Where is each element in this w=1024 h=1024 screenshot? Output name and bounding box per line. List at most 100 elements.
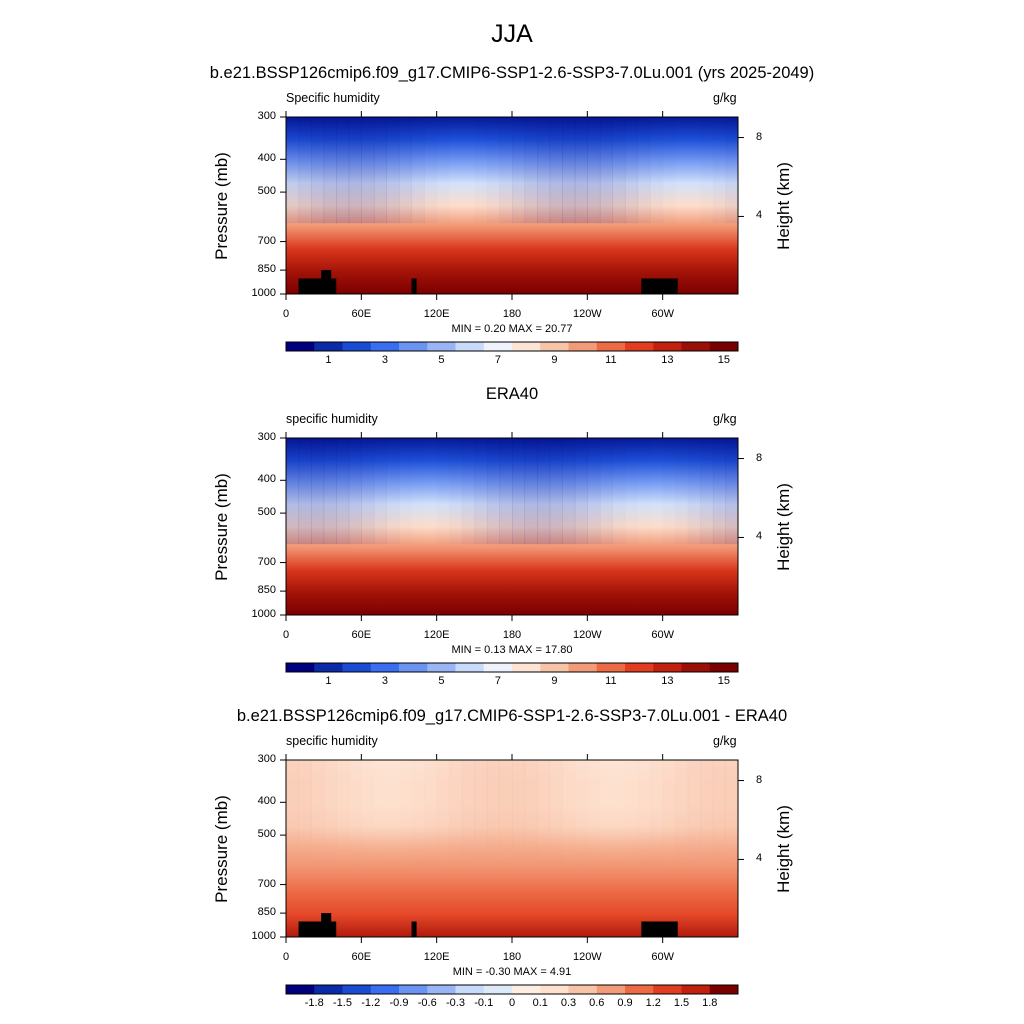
colorbar-swatch (512, 342, 541, 351)
x-tick-label: 120E (423, 308, 450, 320)
colorbar-swatch (342, 985, 372, 994)
field-column (549, 117, 563, 224)
field-column (638, 438, 651, 544)
field-column (336, 438, 350, 545)
min-max-stats: MIN = 0.20 MAX = 20.77 (451, 323, 573, 335)
colorbar-swatch (342, 663, 372, 672)
colorbar-label: 0.1 (532, 997, 548, 1009)
colorbar-label: 1.2 (645, 997, 661, 1009)
field-column (687, 438, 701, 545)
colorbar-label: -0.1 (474, 997, 494, 1009)
colorbar-label: 5 (438, 675, 445, 687)
field-column (537, 117, 551, 224)
colorbar-label: 1 (325, 675, 332, 687)
field-column (637, 117, 651, 224)
colorbar-label: -0.3 (446, 997, 465, 1009)
field-column (725, 760, 739, 867)
colorbar-swatch (568, 342, 598, 351)
colorbar-label: 0.6 (589, 997, 605, 1009)
colorbar-swatch (399, 663, 428, 672)
height-tick-label: 8 (756, 451, 763, 464)
field-column (524, 760, 538, 867)
height-tick-label: 4 (756, 530, 763, 543)
colorbar-label: 3 (381, 675, 388, 687)
x-tick-label: 120E (423, 629, 450, 641)
min-max-stats: MIN = -0.30 MAX = 4.91 (452, 966, 572, 978)
colorbar-swatch (427, 342, 456, 351)
colorbar-swatch (596, 342, 626, 351)
colorbar-swatch (399, 985, 428, 994)
y-tick-label: 500 (257, 506, 276, 519)
field-column (474, 760, 488, 867)
x-tick-label: 180 (502, 308, 522, 320)
field-column (512, 760, 526, 867)
x-tick-label: 60W (651, 951, 674, 963)
colorbar-label: -1.8 (304, 997, 324, 1009)
field-column (336, 760, 350, 867)
field-column (311, 438, 325, 545)
colorbar-label: 13 (661, 354, 674, 366)
units-label: g/kg (713, 91, 737, 105)
field-column (449, 760, 463, 867)
field-column (386, 117, 400, 224)
y-tick-label: 850 (257, 906, 276, 919)
field-column (424, 117, 437, 223)
colorbar-swatch (399, 342, 428, 351)
field-column (311, 117, 325, 224)
colorbar-swatch (455, 342, 485, 351)
field-column (524, 117, 538, 224)
colorbar-swatch (370, 663, 400, 672)
page-title: JJA (491, 20, 533, 48)
field-label: specific humidity (286, 412, 378, 426)
colorbar-label: 1 (325, 354, 332, 366)
colorbar-label: 1.5 (673, 997, 690, 1009)
colorbar-swatch (540, 663, 569, 672)
field-column (487, 117, 500, 223)
x-tick-label: 120W (572, 629, 602, 641)
field-column (436, 760, 450, 867)
field-shading (286, 438, 738, 615)
field-column (486, 438, 500, 545)
x-tick-label: 60E (351, 308, 372, 320)
colorbar-label: -0.6 (417, 997, 437, 1009)
colorbar-label: 7 (494, 354, 501, 366)
field-column (537, 438, 551, 545)
field-column (650, 117, 663, 223)
x-tick-label: 60W (651, 629, 674, 641)
field-column (700, 760, 714, 867)
field-column (361, 760, 374, 866)
field-column (524, 438, 538, 545)
y-tick-label: 700 (257, 555, 276, 568)
field-column (499, 117, 513, 224)
colorbar-swatch (314, 342, 343, 351)
field-column (411, 117, 425, 224)
field-column (336, 117, 350, 224)
colorbar-frame (285, 341, 739, 352)
panel-title: b.e21.BSSP126cmip6.f09_g17.CMIP6-SSP1-2.… (236, 707, 788, 725)
field-column (700, 438, 714, 545)
colorbar-swatch (512, 663, 541, 672)
colorbar-label: 13 (661, 675, 674, 687)
field-column (599, 117, 613, 224)
colorbar-swatch (427, 663, 456, 672)
colorbar-swatch (709, 342, 739, 351)
field-column (424, 438, 437, 544)
colorbar-label: 9 (551, 675, 558, 687)
field-column (474, 438, 488, 545)
colorbar-label: -1.5 (333, 997, 352, 1009)
field-column (599, 438, 613, 545)
field-shading (286, 760, 738, 937)
topography-mask (641, 921, 678, 937)
colorbar-label: 0.3 (560, 997, 577, 1009)
colorbar-label: 7 (494, 675, 501, 687)
field-column (549, 438, 563, 545)
colorbar-swatch (653, 985, 682, 994)
x-tick-label: 120E (423, 951, 450, 963)
field-column (298, 760, 312, 867)
field-column (449, 117, 462, 223)
field-column (461, 760, 475, 867)
field-column (537, 760, 551, 867)
field-column (650, 438, 663, 544)
field-column (298, 117, 312, 224)
colorbar-label: 5 (438, 354, 445, 366)
